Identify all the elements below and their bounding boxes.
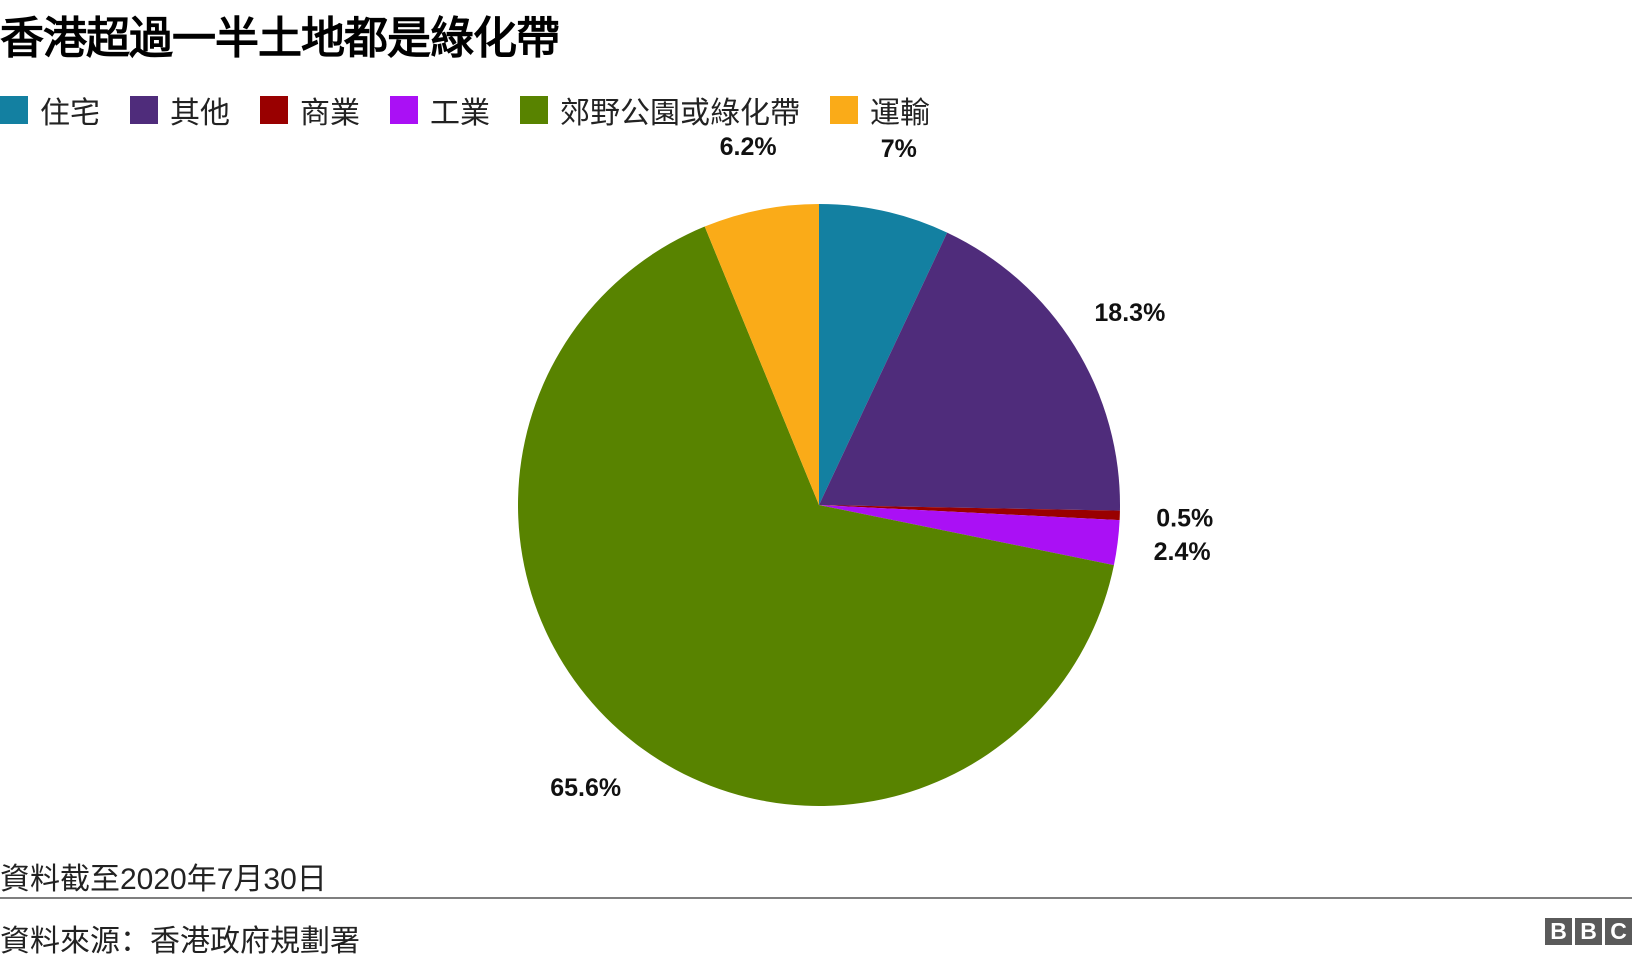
legend: 住宅 其他 商業 工業 郊野公園或綠化帶 運輸 [0, 88, 960, 132]
slice-label: 2.4% [1154, 538, 1211, 566]
slice-label: 0.5% [1156, 505, 1213, 533]
pie-slice [518, 226, 1114, 806]
legend-label: 郊野公園或綠化帶 [560, 97, 800, 130]
legend-label: 其他 [170, 97, 230, 130]
source-text: 資料來源：香港政府規劃署 [0, 925, 360, 958]
legend-item: 運輸 [830, 88, 930, 132]
footer-divider [0, 897, 1632, 899]
slice-label: 65.6% [550, 774, 621, 802]
pie-slice [819, 232, 1121, 511]
bbc-logo-letter: C [1605, 918, 1632, 945]
legend-swatch [0, 96, 28, 124]
bbc-logo-letter: B [1545, 918, 1572, 945]
legend-swatch [390, 96, 418, 124]
slice-label: 7% [881, 135, 917, 163]
legend-item: 商業 [260, 88, 360, 132]
pie-slice [819, 204, 948, 505]
slice-label: 18.3% [1094, 299, 1165, 327]
legend-item: 工業 [390, 88, 490, 132]
legend-swatch [260, 96, 288, 124]
pie-slice [819, 505, 1120, 566]
legend-label: 住宅 [40, 97, 100, 130]
legend-swatch [130, 96, 158, 124]
chart-title: 香港超過一半土地都是綠化帶 [0, 14, 560, 63]
legend-label: 工業 [430, 97, 490, 130]
legend-item: 郊野公園或綠化帶 [520, 88, 800, 132]
legend-swatch [830, 96, 858, 124]
data-date-note: 資料截至2020年7月30日 [0, 863, 327, 896]
legend-label: 運輸 [870, 97, 930, 130]
legend-item: 住宅 [0, 88, 100, 132]
bbc-logo-letter: B [1575, 918, 1602, 945]
slice-label: 6.2% [720, 133, 777, 161]
pie-slice [819, 505, 1120, 521]
legend-item: 其他 [130, 88, 230, 132]
pie-slice [704, 204, 819, 505]
legend-label: 商業 [300, 97, 360, 130]
legend-swatch [520, 96, 548, 124]
